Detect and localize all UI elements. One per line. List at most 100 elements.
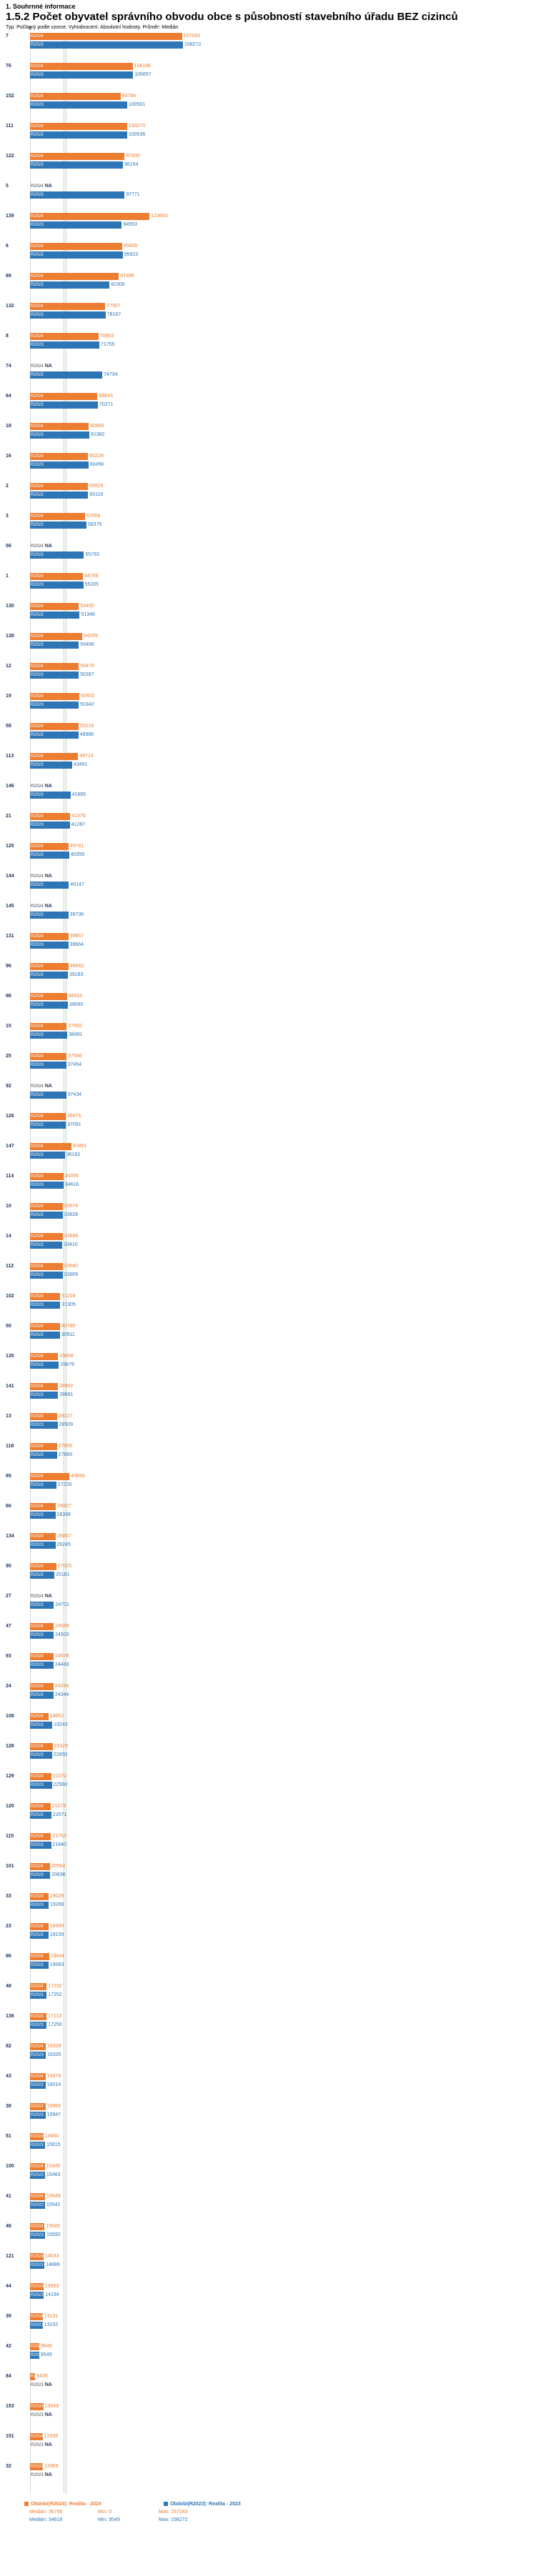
row-bars: R2024 19644 R2023 19083	[30, 1952, 536, 1970]
row-bars: R2024 30788 R2023 30911	[30, 1322, 536, 1340]
bar-line-r2023: R2023 50342	[30, 701, 536, 709]
bar-r2024: R2024	[30, 662, 79, 670]
bar-value-label: 16014	[46, 2082, 61, 2087]
bar-line-r2023: R2023 23242	[30, 1721, 536, 1729]
bar-line-r2023: R2023 158272	[30, 41, 536, 49]
bar-line-r2023: R2023 NA	[30, 2382, 536, 2389]
row-id-label: 46	[6, 2223, 11, 2229]
bar-r2024: R2024	[30, 2342, 39, 2350]
series-tag: R2023	[31, 1662, 44, 1667]
chart-row: 39 R2024 13131 R2023 13152	[6, 2312, 536, 2343]
series-tag: R2023	[31, 822, 44, 827]
bar-line-r2024: R2024 16308	[30, 2042, 536, 2050]
legend-entry-r2023: Období(R2023): Realita - 2023	[164, 2502, 303, 2507]
bar-r2023: R2023	[30, 911, 69, 919]
series-tag: R2024	[31, 2044, 44, 2049]
bar-line-r2024: R2024 NA	[30, 543, 536, 550]
bar-line-r2024: R2024 18990	[30, 1922, 536, 1930]
series-tag: R2024	[31, 1984, 44, 1989]
series-tag: R2024	[31, 304, 44, 309]
row-id-label: 43	[6, 2073, 11, 2079]
bar-r2023: R2023	[30, 1151, 65, 1159]
bar-line-r2024: R2024 97935	[30, 152, 536, 160]
bar-r2024: R2024	[30, 1562, 56, 1570]
bar-line-r2024: R2024 26827	[30, 1502, 536, 1510]
bar-r2023: R2023	[30, 431, 89, 439]
row-bars: R2024 40699 R2023 27226	[30, 1472, 536, 1490]
legend-swatch-r2023-icon	[164, 2502, 168, 2507]
bar-line-r2023: R2023 22650	[30, 1751, 536, 1759]
bar-value-label: 14033	[45, 2253, 59, 2259]
chart-row: 47 R2024 24559 R2023 24503	[6, 1622, 536, 1653]
bar-r2023: R2023	[30, 41, 183, 49]
series-tag: R2023	[31, 552, 44, 557]
bar-line-r2023: R2023 26336	[30, 1511, 536, 1519]
bar-r2024: R2024	[30, 1802, 51, 1810]
series-tag: R2024	[31, 1384, 44, 1389]
bar-line-r2023: R2023 39183	[30, 971, 536, 979]
row-id-label: 89	[6, 273, 11, 279]
bar-value-label: 38310	[68, 993, 83, 999]
bar-line-r2023: R2023 51348	[30, 611, 536, 619]
row-id-label: 6	[6, 243, 9, 249]
bar-line-r2024: R2024 15549	[30, 2192, 536, 2200]
row-id-label: 145	[6, 903, 14, 909]
series-tag: R2023	[31, 2052, 44, 2057]
row-id-label: 16	[6, 453, 11, 459]
bar-value-label: 18990	[49, 1923, 64, 1929]
row-id-label: 64	[6, 393, 11, 399]
row-bars: R2024 54769 R2023 55205	[30, 572, 536, 590]
series-tag: R2023	[31, 312, 44, 317]
series-tag: R2023	[31, 2172, 44, 2177]
bar-value-label: 22071	[52, 1812, 67, 1817]
bar-value-label: 70271	[99, 401, 114, 407]
chart-row: 152 R2024 93784 R2023 100501	[6, 92, 536, 123]
row-bars: R2024 13953 R2023 14194	[30, 2282, 536, 2300]
bar-line-r2023: R2023 15615	[30, 2141, 536, 2149]
chart-row: 139 R2024 123693 R2023 94953	[6, 212, 536, 243]
series-tag: R2024	[31, 754, 44, 759]
bar-value-label: 37992	[68, 1023, 82, 1029]
bar-r2023: R2023	[30, 2081, 46, 2089]
bar-value-label: 36181	[66, 1152, 81, 1157]
bar-line-r2023: R2023 15541	[30, 2201, 536, 2209]
bar-line-r2023: R2023 37091	[30, 1121, 536, 1129]
bar-r2024: R2024	[30, 1832, 51, 1840]
bar-value-label: 39663	[69, 963, 84, 969]
bar-r2023: R2023	[30, 161, 123, 169]
bar-r2024: R2024	[30, 932, 69, 940]
bar-value-label: 13860	[44, 2133, 59, 2139]
bar-line-r2024: R2024 NA	[30, 873, 536, 880]
bar-r2024: R2024	[30, 2222, 45, 2230]
bar-r2024: R2024	[30, 212, 150, 220]
legend-label-r2023: Období(R2023): Realita - 2023	[170, 2501, 241, 2507]
bar-r2023: R2023	[30, 2051, 46, 2059]
row-id-label: 114	[6, 1173, 14, 1179]
bar-line-r2023: R2023 NA	[30, 2442, 536, 2449]
bar-r2023: R2023	[30, 1511, 56, 1519]
bar-r2023: R2023	[30, 1181, 64, 1189]
bar-value-label: 37454	[67, 1062, 82, 1067]
row-id-label: 121	[6, 2253, 14, 2259]
series-tag: R2023	[31, 2442, 44, 2447]
row-id-label: 32	[6, 2463, 11, 2469]
bar-r2023: R2023	[30, 941, 69, 949]
bar-line-r2024: R2024 54269	[30, 632, 536, 640]
bar-line-r2024: R2024 NA	[30, 1083, 536, 1090]
series-tag: R2023	[31, 1302, 44, 1307]
bar-line-r2023: R2023 26245	[30, 1541, 536, 1549]
series-tag: R2024	[31, 1564, 44, 1569]
bar-r2024: R2024	[30, 332, 99, 340]
bar-line-r2023: R2023 24443	[30, 1661, 536, 1669]
series-tag: R2024	[31, 1624, 44, 1629]
row-id-label: 86	[6, 1953, 11, 1959]
bar-line-r2023: R2023 41287	[30, 821, 536, 829]
bar-line-r2023: R2023 19155	[30, 1931, 536, 1939]
bar-line-r2024: R2024 26857	[30, 1532, 536, 1540]
bar-r2024: R2024	[30, 1112, 66, 1120]
bar-value-label: NA	[44, 2472, 52, 2477]
series-tag: R2024	[31, 2074, 44, 2079]
row-id-label: 147	[6, 1143, 14, 1149]
bar-value-label: 14194	[45, 2292, 59, 2297]
bar-r2024: R2024	[30, 1772, 51, 1780]
